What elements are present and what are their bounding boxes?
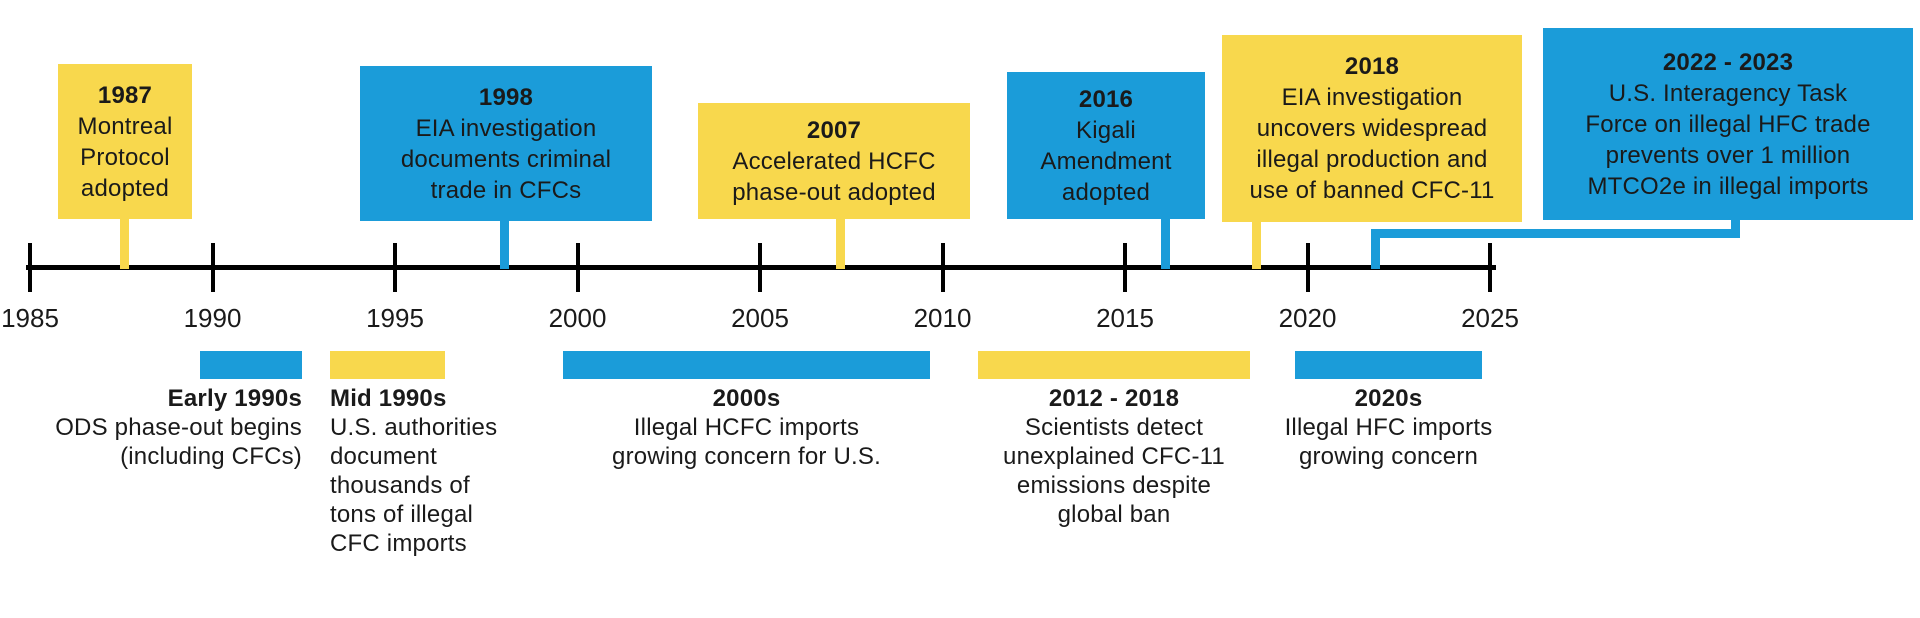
period-bar-mid-1990s [330,351,445,379]
axis-tick [940,243,945,292]
event-text-line: Amendment [1040,147,1172,175]
axis-tick [1123,243,1127,292]
period-caption-2012-2018: 2012 - 2018 Scientists detect unexplained … [904,384,1324,529]
axis-tick [758,243,762,292]
period-text-line: Illegal HCFC imports [633,414,860,441]
axis-tick [1305,243,1310,292]
event-text-line: adopted [1061,178,1151,206]
axis-tick [210,243,215,292]
axis-tick-label: 2020 [1278,303,1337,333]
period-text-line: U.S. authorities [330,414,498,441]
event-box-montreal-protocol-1987: 1987 Montreal Protocol adopted [58,64,192,219]
axis-tick-label: 1990 [183,303,242,333]
period-text-line: growing concern for U.S. [612,443,881,470]
event-year-label: 1987 [97,81,153,109]
period-text-line: growing concern [1298,443,1479,470]
axis-tick-label: 2015 [1096,303,1154,333]
event-text-line: Accelerated HCFC [732,147,936,175]
period-bar-early-1990s [200,351,302,379]
event-connector-montreal-protocol-1987 [120,219,130,269]
event-text-line: phase-out adopted [732,178,936,206]
event-text-line: prevents over 1 million [1605,141,1851,169]
event-text-line: Force on illegal HFC trade [1585,110,1871,138]
period-text-line: Illegal HFC imports [1284,414,1493,441]
period-text-line: (including CFCs) [120,443,302,470]
event-year-label: 2022 - 2023 [1662,48,1794,76]
period-bar-2020s [1295,351,1482,379]
event-text-line: Kigali [1076,116,1136,144]
event-text-line: trade in CFCs [430,176,582,204]
period-caption-2020s: 2020s Illegal HFC imports growing concern [1179,384,1599,471]
period-heading: 2000s [712,385,781,412]
event-year-label: 2018 [1344,53,1400,80]
event-year-label: 2007 [806,116,862,144]
period-text-line: Scientists detect [1024,414,1204,441]
period-caption-early-1990s: Early 1990s ODS phase-out begins (includin… [0,384,302,471]
event-box-eia-cfc-investigation-1998: 1998 EIA investigation documents criminal t… [360,66,652,221]
event-year-label: 1998 [478,83,534,111]
event-connector-rail-us-task-force-2022-2023 [1370,229,1740,238]
event-connector-drop-us-task-force-2022-2023 [1370,229,1380,269]
period-text-line: emissions despite [1016,472,1212,499]
event-text-line: documents criminal [400,145,612,173]
axis-tick [1488,243,1492,292]
event-text-line: EIA investigation [1281,84,1463,111]
period-heading: Mid 1990s [330,385,447,412]
event-text-line: Protocol [80,143,170,171]
event-text-line: adopted [80,174,170,202]
event-connector-hcfc-phaseout-2007 [835,219,845,269]
event-box-kigali-amendment-2016: 2016 Kigali Amendment adopted [1007,72,1205,219]
period-text-line: CFC imports [330,530,467,557]
event-connector-kigali-amendment-2016 [1160,219,1170,269]
period-heading: 2020s [1354,385,1423,412]
period-heading: Early 1990s [167,385,302,412]
event-text-line: Montreal [77,112,173,140]
axis-tick-label: 2000 [548,303,607,333]
event-connector-eia-cfc11-investigation-2018 [1251,222,1261,269]
period-bar-2012-2018 [978,351,1250,379]
event-text-line: MTCO2e in illegal imports [1587,172,1869,200]
axis-tick [393,243,397,292]
axis-tick-label: 2005 [731,303,789,333]
period-caption-mid-1990s: Mid 1990s U.S. authorities document thousan… [330,384,670,558]
axis-tick-label: 1985 [1,303,59,333]
event-year-label: 2016 [1078,85,1134,113]
event-text-line: illegal production and [1256,146,1488,173]
axis-tick-label: 2010 [913,303,972,333]
period-bar-2000s [563,351,930,379]
axis-tick-label: 1995 [366,303,424,333]
axis-tick [575,243,580,292]
event-box-us-task-force-2022-2023: 2022 - 2023 U.S. Interagency Task Force on… [1543,28,1913,220]
event-text-line: uncovers widespread [1256,115,1488,142]
period-text-line: tons of illegal [330,501,474,528]
event-connector-eia-cfc-investigation-1998 [500,221,509,269]
axis-tick-label: 2025 [1461,303,1519,333]
event-box-hcfc-phaseout-2007: 2007 Accelerated HCFC phase-out adopted [698,103,970,219]
period-text-line: ODS phase-out begins [55,414,302,441]
event-text-line: use of banned CFC-11 [1249,177,1495,204]
event-box-eia-cfc11-investigation-2018: 2018 EIA investigation uncovers widespread… [1222,35,1522,222]
period-text-line: document [330,443,437,470]
period-text-line: thousands of [330,472,470,499]
event-text-line: U.S. Interagency Task [1608,79,1848,107]
period-heading: 2012 - 2018 [1048,385,1180,412]
event-text-line: EIA investigation [415,114,597,142]
period-caption-2000s: 2000s Illegal HCFC imports growing concern… [537,384,957,471]
period-text-line: unexplained CFC-11 [1003,443,1225,470]
axis-tick [28,243,32,292]
period-text-line: global ban [1057,501,1171,528]
